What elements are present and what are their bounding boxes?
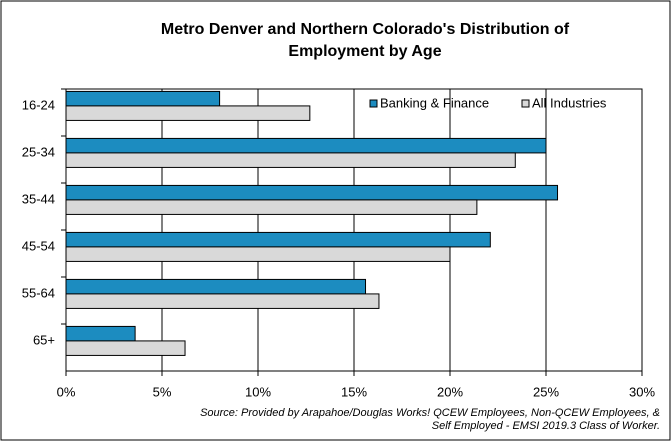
chart-title: Metro Denver and Northern Colorado's Dis… bbox=[161, 21, 570, 38]
y-tick-label: 65+ bbox=[33, 332, 55, 347]
y-tick-label: 45-54 bbox=[22, 238, 55, 253]
y-tick-label: 25-34 bbox=[22, 144, 55, 159]
y-tick-label: 35-44 bbox=[22, 191, 55, 206]
bar bbox=[65, 199, 478, 215]
bar bbox=[65, 90, 221, 107]
source-note: Source: Provided by Arapahoe/Douglas Wor… bbox=[200, 407, 660, 419]
bar bbox=[65, 278, 367, 295]
legend-swatch bbox=[369, 99, 378, 108]
bar bbox=[65, 105, 311, 121]
legend-swatch bbox=[521, 99, 530, 108]
x-tick-label: 5% bbox=[153, 384, 172, 399]
chart-title: Employment by Age bbox=[288, 43, 441, 60]
x-tick-label: 20% bbox=[437, 384, 463, 399]
bar bbox=[65, 340, 186, 356]
x-tick-label: 0% bbox=[57, 384, 76, 399]
bar bbox=[65, 184, 559, 201]
bar bbox=[65, 325, 136, 342]
bar bbox=[65, 152, 516, 168]
bar bbox=[65, 231, 491, 248]
bar bbox=[65, 246, 451, 262]
y-tick-label: 55-64 bbox=[22, 285, 55, 300]
bar bbox=[65, 293, 380, 309]
legend-label: Banking & Finance bbox=[380, 95, 489, 110]
x-tick-label: 30% bbox=[629, 384, 655, 399]
x-tick-label: 10% bbox=[245, 384, 271, 399]
y-tick-label: 16-24 bbox=[22, 97, 55, 112]
legend-label: All Industries bbox=[532, 95, 607, 110]
bar bbox=[65, 137, 547, 154]
x-tick-label: 25% bbox=[533, 384, 559, 399]
x-tick-label: 15% bbox=[341, 384, 367, 399]
source-note: Self Employed - EMSI 2019.3 Class of Wor… bbox=[432, 420, 660, 432]
